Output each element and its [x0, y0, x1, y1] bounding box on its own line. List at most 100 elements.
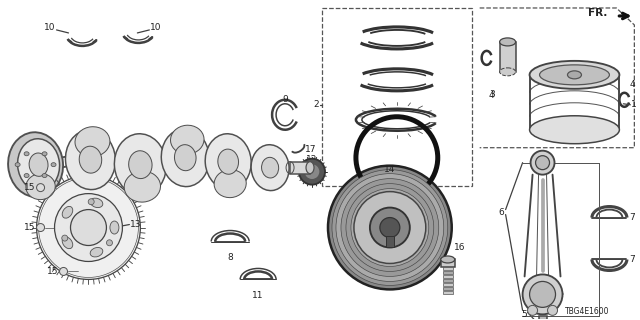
- Text: 6: 6: [499, 208, 504, 217]
- Ellipse shape: [205, 134, 251, 189]
- Circle shape: [346, 184, 434, 271]
- Text: 7: 7: [629, 255, 635, 264]
- Circle shape: [351, 188, 429, 267]
- Ellipse shape: [218, 149, 239, 174]
- Circle shape: [523, 275, 563, 314]
- Ellipse shape: [65, 130, 115, 189]
- Ellipse shape: [24, 152, 29, 156]
- Text: 1: 1: [632, 100, 637, 109]
- Ellipse shape: [500, 38, 516, 46]
- Ellipse shape: [568, 71, 582, 79]
- Circle shape: [536, 156, 550, 170]
- Bar: [443, 271, 452, 275]
- Bar: [443, 292, 452, 294]
- Ellipse shape: [441, 256, 455, 263]
- Circle shape: [354, 192, 426, 263]
- Text: 16: 16: [454, 243, 465, 252]
- Text: 10: 10: [150, 23, 162, 32]
- Text: TBG4E1600: TBG4E1600: [564, 307, 609, 316]
- Ellipse shape: [115, 134, 166, 196]
- Text: 9: 9: [282, 95, 288, 104]
- Ellipse shape: [262, 157, 278, 178]
- Bar: [443, 268, 452, 270]
- Ellipse shape: [110, 221, 119, 234]
- Text: 4: 4: [629, 80, 635, 89]
- Ellipse shape: [75, 127, 110, 157]
- Text: 10: 10: [44, 23, 56, 32]
- Circle shape: [548, 305, 557, 315]
- Ellipse shape: [51, 163, 56, 167]
- Ellipse shape: [79, 146, 102, 173]
- Circle shape: [332, 170, 448, 285]
- Ellipse shape: [175, 145, 196, 171]
- Bar: [386, 236, 394, 247]
- Ellipse shape: [90, 198, 103, 208]
- Text: 13: 13: [131, 220, 142, 229]
- Ellipse shape: [90, 247, 103, 257]
- Circle shape: [62, 235, 68, 241]
- Text: 3: 3: [489, 90, 495, 99]
- Text: FR.: FR.: [588, 8, 607, 18]
- Ellipse shape: [17, 139, 60, 191]
- Circle shape: [70, 210, 106, 245]
- Ellipse shape: [251, 145, 289, 191]
- Ellipse shape: [129, 151, 152, 179]
- Bar: [322, 8, 472, 186]
- Ellipse shape: [540, 65, 609, 85]
- Ellipse shape: [15, 163, 20, 167]
- Circle shape: [529, 281, 556, 308]
- Bar: [443, 284, 452, 286]
- Text: 12: 12: [307, 155, 317, 164]
- Circle shape: [328, 166, 452, 289]
- Circle shape: [380, 218, 400, 237]
- Ellipse shape: [306, 162, 314, 174]
- Bar: [443, 279, 452, 283]
- Ellipse shape: [42, 173, 47, 178]
- Ellipse shape: [29, 153, 48, 176]
- Ellipse shape: [62, 237, 73, 249]
- Ellipse shape: [42, 152, 47, 156]
- Text: 7: 7: [629, 213, 635, 222]
- Ellipse shape: [529, 61, 620, 89]
- Bar: [443, 276, 452, 278]
- Circle shape: [36, 184, 45, 192]
- Circle shape: [299, 159, 325, 185]
- Circle shape: [304, 164, 320, 180]
- Text: 17: 17: [305, 145, 317, 154]
- Text: 4: 4: [489, 91, 494, 100]
- Circle shape: [36, 224, 45, 232]
- Bar: [538, 316, 547, 320]
- Bar: [441, 260, 455, 268]
- Circle shape: [531, 151, 554, 175]
- Text: 8: 8: [227, 253, 233, 262]
- Bar: [500, 42, 516, 72]
- Ellipse shape: [529, 116, 620, 144]
- Text: 2: 2: [314, 100, 319, 109]
- Circle shape: [370, 208, 410, 247]
- Ellipse shape: [161, 129, 209, 187]
- Text: 15: 15: [24, 223, 36, 232]
- Text: 15: 15: [47, 267, 58, 276]
- Circle shape: [60, 268, 67, 276]
- Ellipse shape: [500, 68, 516, 76]
- Ellipse shape: [26, 174, 55, 200]
- Bar: [443, 287, 452, 291]
- Circle shape: [36, 176, 140, 279]
- Circle shape: [106, 240, 113, 246]
- Circle shape: [341, 179, 439, 276]
- Ellipse shape: [170, 125, 204, 154]
- Circle shape: [336, 174, 444, 281]
- Ellipse shape: [124, 171, 161, 202]
- Bar: [290, 162, 310, 174]
- Ellipse shape: [214, 170, 246, 198]
- Circle shape: [527, 305, 538, 315]
- Text: 15: 15: [24, 183, 36, 192]
- Ellipse shape: [62, 206, 73, 218]
- Ellipse shape: [8, 132, 63, 197]
- Text: 14: 14: [384, 165, 396, 174]
- Ellipse shape: [24, 173, 29, 178]
- Text: 11: 11: [252, 291, 264, 300]
- Text: 5: 5: [521, 310, 527, 319]
- Circle shape: [54, 194, 122, 261]
- Circle shape: [88, 199, 94, 205]
